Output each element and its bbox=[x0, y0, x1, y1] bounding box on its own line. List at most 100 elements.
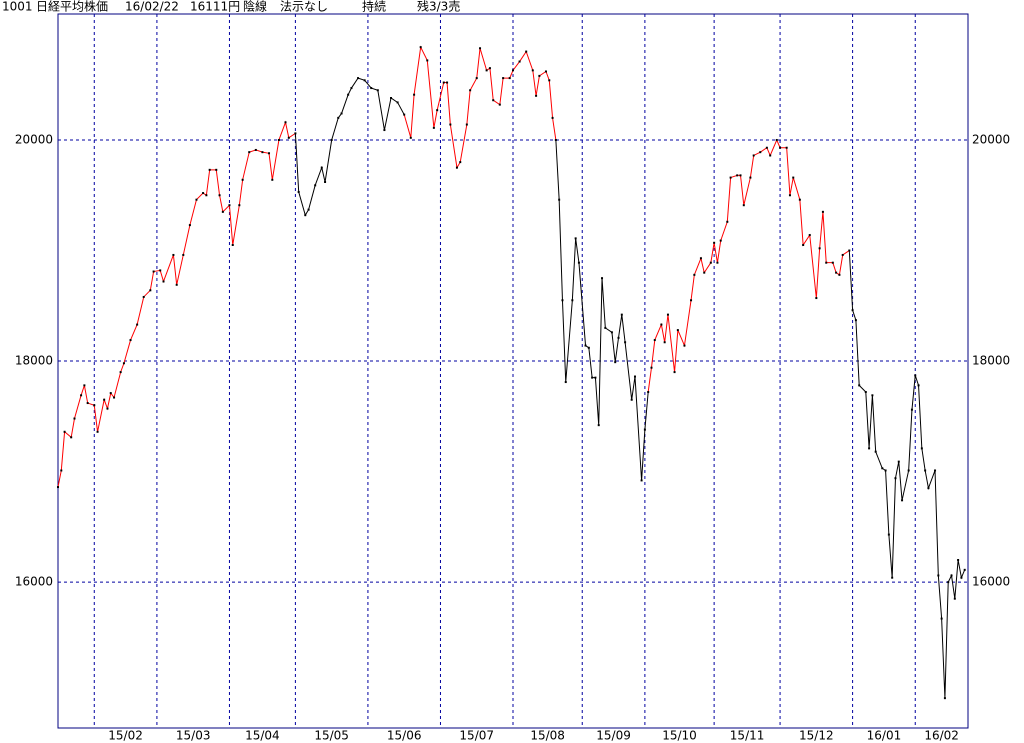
price-dot bbox=[446, 81, 449, 84]
price-dot bbox=[221, 210, 224, 213]
price-dot bbox=[699, 257, 702, 260]
price-dot bbox=[106, 407, 109, 410]
price-dot bbox=[469, 89, 472, 92]
price-dot bbox=[673, 371, 676, 374]
price-dot bbox=[436, 109, 439, 112]
y-tick-label: 20000 bbox=[15, 133, 53, 147]
price-dot bbox=[788, 194, 791, 197]
x-tick-label: 15/07 bbox=[459, 729, 494, 743]
price-dot bbox=[818, 247, 821, 250]
price-dot bbox=[597, 424, 600, 427]
price-dot bbox=[208, 168, 211, 171]
header-status: 持続 bbox=[362, 0, 386, 14]
price-dot bbox=[175, 283, 178, 286]
price-dot bbox=[554, 139, 557, 141]
price-dot bbox=[802, 244, 805, 246]
price-dot bbox=[676, 329, 679, 332]
price-dot bbox=[765, 146, 768, 149]
price-dot bbox=[894, 477, 897, 480]
y-tick-label-right: 18000 bbox=[972, 354, 1010, 368]
header-display: 法示なし bbox=[280, 0, 328, 14]
price-dot bbox=[271, 178, 274, 181]
price-dot bbox=[455, 166, 458, 169]
price-dot bbox=[887, 533, 890, 536]
price-dot bbox=[624, 341, 627, 344]
y-tick-label: 16000 bbox=[15, 575, 53, 589]
x-tick-label: 16/01 bbox=[867, 729, 902, 743]
price-dot bbox=[963, 568, 966, 571]
price-dot bbox=[726, 220, 729, 223]
price-dot bbox=[357, 77, 360, 80]
price-dot bbox=[858, 384, 861, 387]
price-dot bbox=[953, 597, 956, 600]
price-dot bbox=[508, 77, 511, 80]
price-dot bbox=[287, 136, 290, 139]
price-dot bbox=[57, 486, 59, 489]
price-dot bbox=[940, 617, 943, 620]
price-dot bbox=[719, 239, 722, 242]
price-dot bbox=[934, 469, 937, 472]
price-line bbox=[294, 77, 405, 217]
price-dot bbox=[920, 447, 923, 450]
price-dot bbox=[713, 241, 716, 244]
plot-frame bbox=[57, 13, 969, 729]
price-dot bbox=[821, 210, 824, 213]
header-date: 16/02/22 bbox=[125, 0, 179, 14]
price-dot bbox=[314, 184, 317, 187]
price-dot bbox=[561, 299, 564, 302]
price-dot bbox=[924, 469, 927, 472]
price-dot bbox=[320, 166, 323, 169]
price-dot bbox=[683, 344, 686, 347]
price-dot bbox=[347, 93, 350, 96]
price-dot bbox=[396, 101, 399, 104]
price-dot bbox=[248, 151, 251, 154]
price-dot bbox=[129, 339, 132, 342]
price-dot bbox=[475, 77, 478, 80]
price-dot bbox=[587, 346, 590, 349]
x-tick-label: 15/06 bbox=[387, 729, 422, 743]
price-line bbox=[848, 250, 966, 699]
price-dot bbox=[729, 176, 732, 179]
price-dot bbox=[479, 47, 482, 50]
price-dot bbox=[660, 323, 663, 326]
price-dot bbox=[83, 384, 86, 387]
price-dot bbox=[535, 94, 538, 97]
price-line bbox=[647, 138, 850, 393]
price-dot bbox=[525, 50, 528, 53]
price-dot bbox=[769, 154, 772, 157]
price-dot bbox=[324, 181, 327, 183]
price-dot bbox=[937, 574, 940, 577]
price-dot bbox=[485, 69, 488, 72]
price-dot bbox=[304, 214, 307, 217]
price-dot bbox=[752, 154, 755, 157]
price-dot bbox=[261, 151, 264, 154]
x-tick-label: 15/09 bbox=[596, 729, 631, 743]
price-dot bbox=[848, 249, 851, 252]
price-dot bbox=[228, 204, 231, 207]
price-dot bbox=[254, 148, 257, 151]
price-dot bbox=[142, 295, 145, 298]
price-dot bbox=[690, 299, 693, 302]
price-dot bbox=[548, 79, 551, 82]
x-tick-label: 15/03 bbox=[176, 729, 211, 743]
price-dot bbox=[340, 112, 343, 115]
price-dot bbox=[113, 396, 116, 399]
price-dot bbox=[350, 87, 353, 90]
price-dot bbox=[574, 237, 577, 240]
price-dot bbox=[785, 146, 788, 149]
header-name: 日経平均株価 bbox=[36, 0, 108, 14]
price-dot bbox=[792, 176, 795, 179]
price-dot bbox=[917, 384, 920, 387]
price-dot bbox=[86, 402, 89, 405]
header: 1001 日経平均株価 16/02/22 16111円 陰線 法示なし 持続 残… bbox=[2, 0, 460, 14]
price-dot bbox=[122, 362, 125, 365]
price-dot bbox=[591, 376, 594, 379]
price-dot bbox=[488, 67, 491, 70]
header-code: 1001 bbox=[2, 0, 33, 14]
price-dot bbox=[815, 297, 818, 300]
price-dot bbox=[808, 234, 811, 237]
price-dot bbox=[601, 277, 604, 280]
y-tick-label-right: 16000 bbox=[972, 575, 1010, 589]
